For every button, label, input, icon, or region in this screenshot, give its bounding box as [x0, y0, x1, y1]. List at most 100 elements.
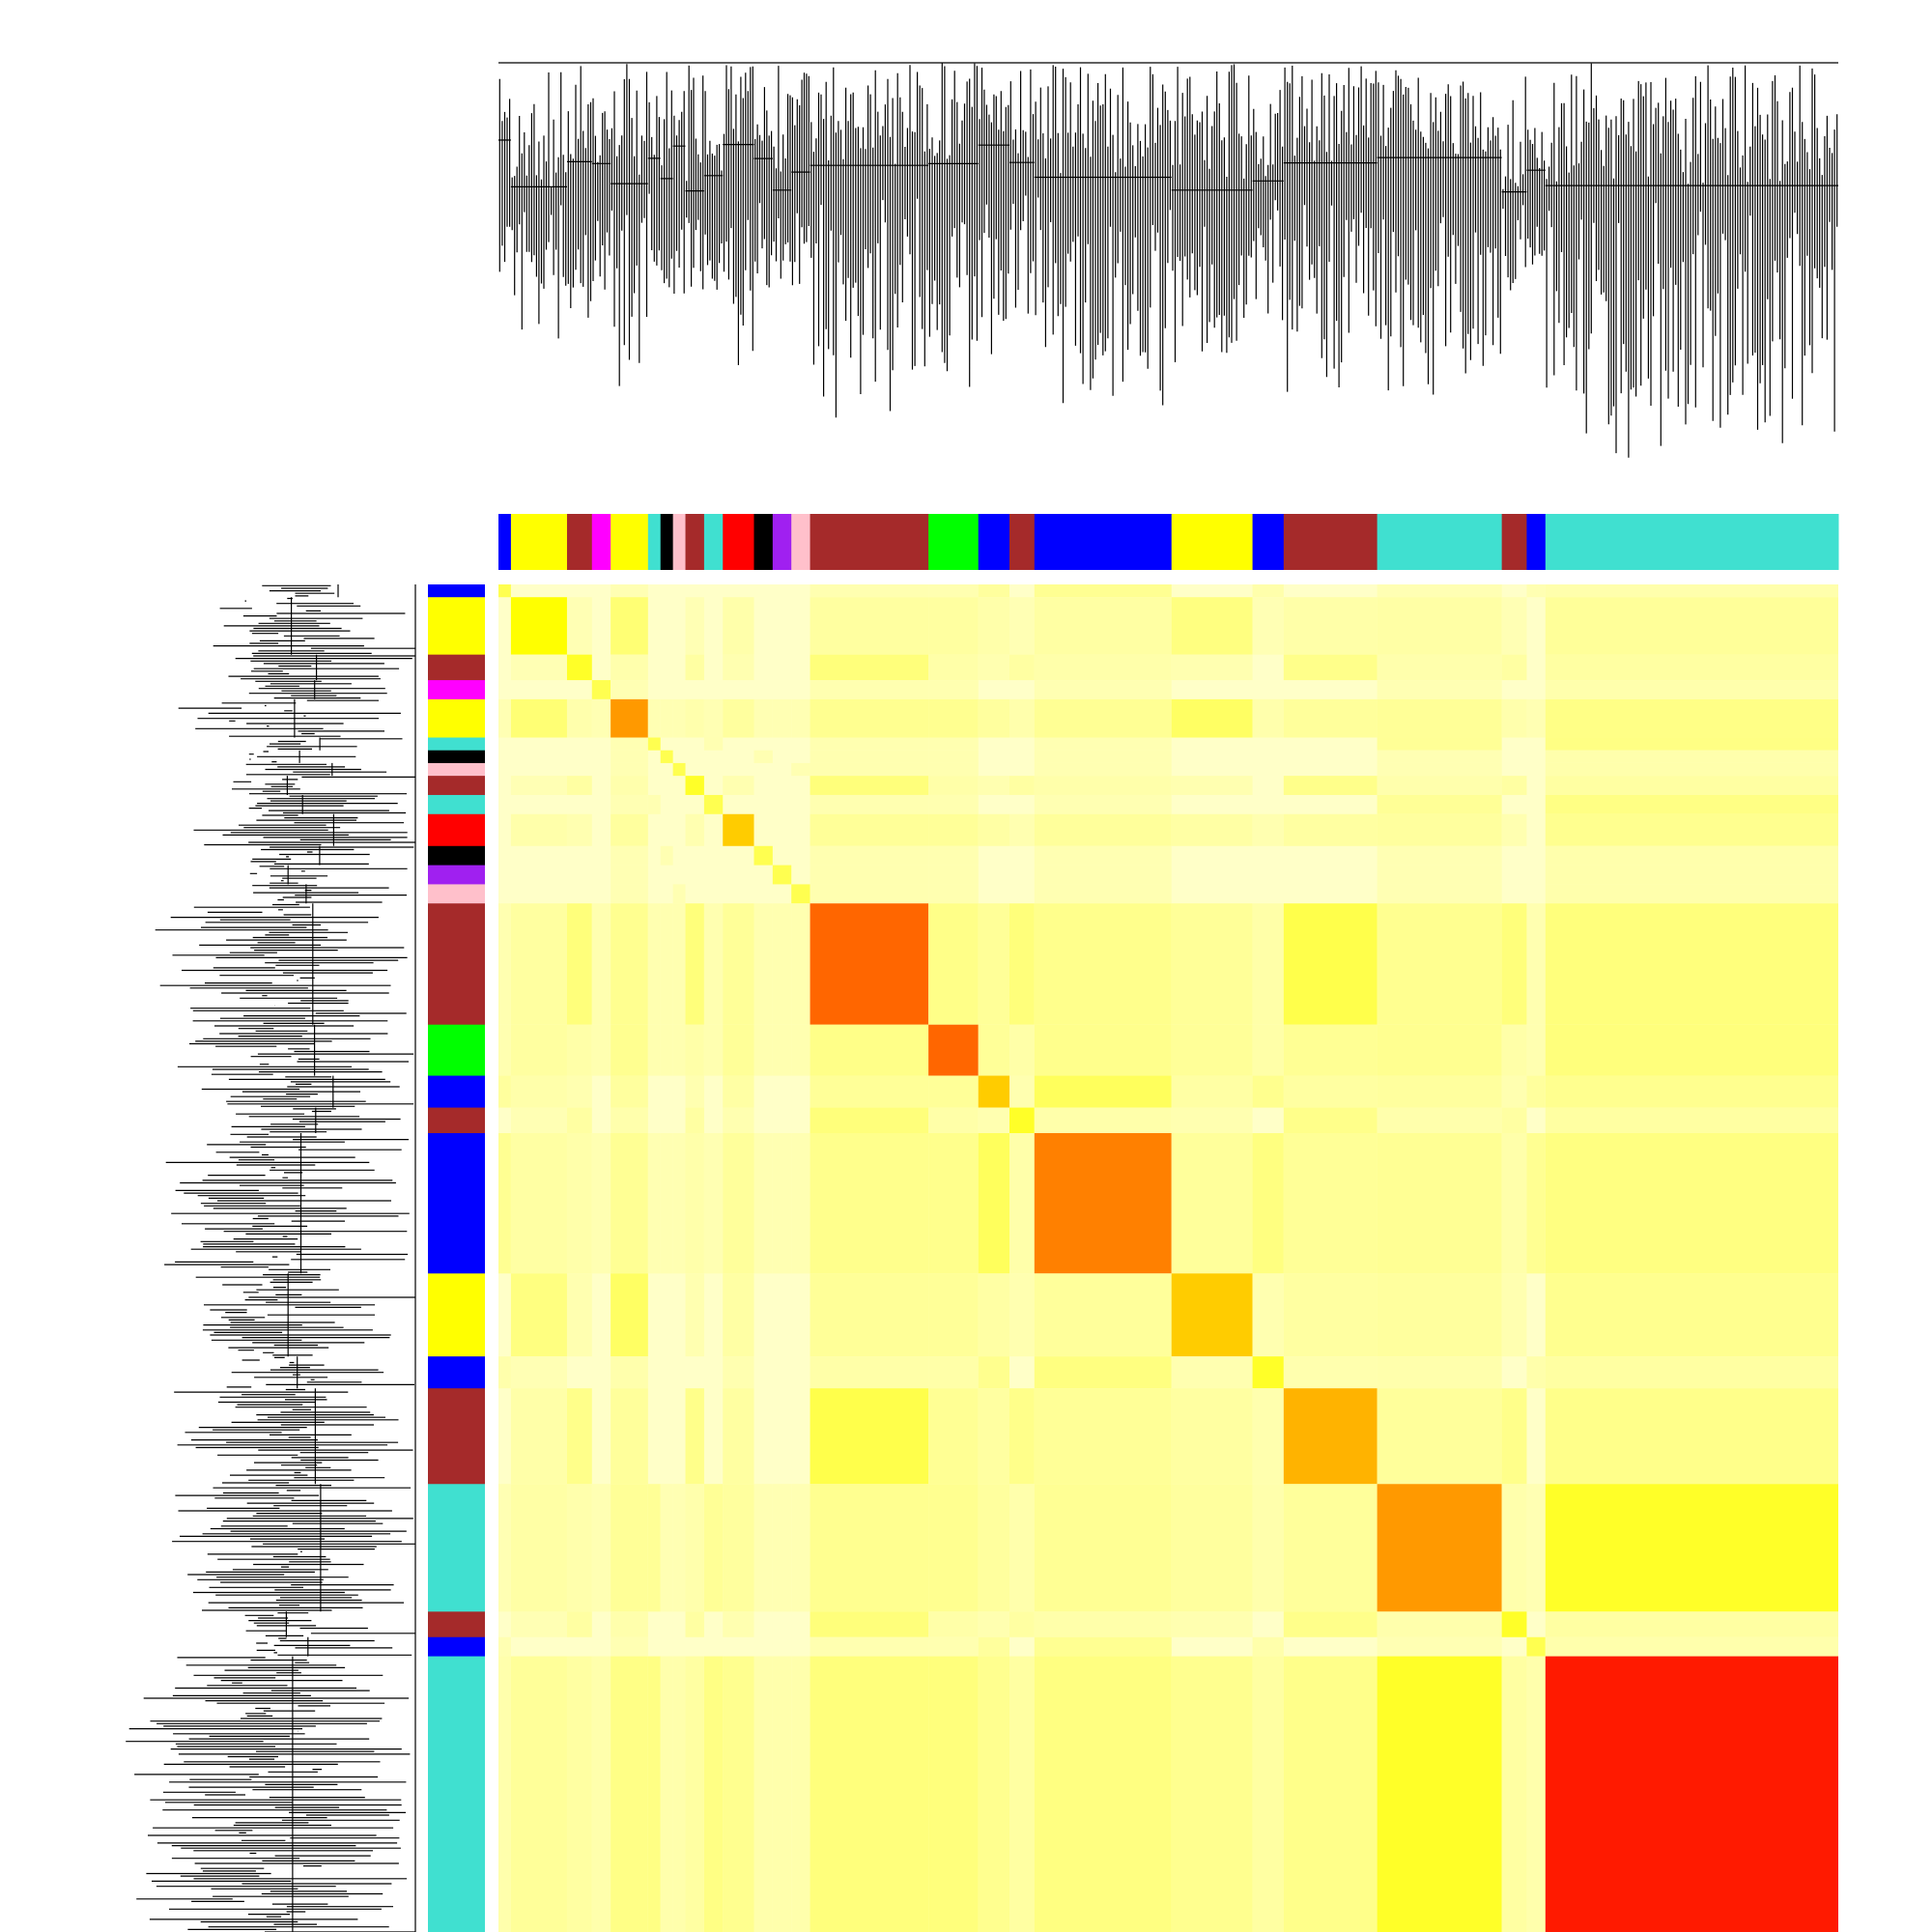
heatmap-cell — [723, 1656, 754, 1932]
heatmap-cell — [611, 1107, 648, 1133]
heatmap-cell — [566, 776, 592, 795]
heatmap-cell — [1171, 654, 1253, 681]
heatmap-cell — [647, 1484, 661, 1612]
heatmap-cell — [1377, 1107, 1502, 1133]
heatmap-cell — [978, 1273, 1009, 1357]
heatmap-cell — [1034, 776, 1172, 795]
heatmap-cell — [672, 698, 686, 738]
heatmap-cell — [1283, 1611, 1378, 1637]
module-color-top — [1252, 514, 1285, 570]
heatmap-cell — [566, 654, 592, 681]
heatmap-cell — [1283, 1273, 1378, 1357]
heatmap-cell — [611, 584, 648, 598]
heatmap-cell — [1252, 903, 1284, 1025]
heatmap-cell — [723, 1611, 754, 1637]
heatmap-cell — [928, 698, 979, 738]
heatmap-cell — [660, 750, 673, 763]
heatmap-cell — [1283, 597, 1378, 655]
heatmap-cell — [1034, 1107, 1172, 1133]
module-color-top — [510, 514, 568, 570]
heatmap-cell — [672, 1656, 686, 1932]
heatmap-cell — [1252, 1656, 1284, 1932]
heatmap-cell — [1283, 654, 1378, 681]
heatmap-cell — [1009, 1656, 1035, 1932]
heatmap-cell — [611, 654, 648, 681]
module-color-top — [791, 514, 811, 570]
heatmap-cell — [1526, 584, 1546, 598]
heatmap-cell — [1377, 1636, 1502, 1657]
module-color-left — [428, 698, 485, 739]
heatmap-cell — [1034, 884, 1172, 904]
heatmap-cell — [611, 1656, 648, 1932]
heatmap-cell — [703, 737, 724, 751]
heatmap-cell — [1034, 865, 1172, 885]
heatmap-cell — [647, 1656, 661, 1932]
heatmap-cell — [1545, 1611, 1838, 1637]
heatmap-cell — [1009, 654, 1035, 681]
heatmap-cell — [1377, 1656, 1502, 1932]
heatmap-cell — [498, 1356, 511, 1389]
heatmap-cell — [1545, 1356, 1838, 1389]
heatmap-cell — [928, 1484, 979, 1612]
heatmap-cell — [1545, 903, 1838, 1025]
heatmap-cell — [928, 794, 979, 814]
heatmap-cell — [1377, 1075, 1502, 1108]
heatmap-cell — [928, 1024, 979, 1076]
heatmap-cell — [591, 1484, 611, 1612]
module-color-left — [428, 1484, 485, 1612]
heatmap-cell — [1501, 1024, 1527, 1076]
heatmap-cell — [1545, 1636, 1838, 1657]
heatmap-cell — [1034, 698, 1172, 738]
heatmap-cell — [1501, 597, 1527, 655]
heatmap-cell — [1501, 1388, 1527, 1485]
heatmap-cell — [611, 1356, 648, 1389]
module-color-top — [978, 514, 1010, 570]
heatmap-cell — [1545, 1273, 1838, 1357]
heatmap-cell — [647, 698, 661, 738]
heatmap-cell — [810, 813, 929, 846]
module-color-top — [566, 514, 593, 570]
heatmap-cell — [723, 1133, 754, 1274]
heatmap-cell — [928, 750, 979, 763]
heatmap-cell — [611, 865, 648, 885]
heatmap-cell — [1545, 737, 1838, 751]
heatmap-cell — [928, 776, 979, 795]
heatmap-cell — [1283, 1075, 1378, 1108]
heatmap-cell — [1009, 1611, 1035, 1637]
heatmap-cell — [611, 1133, 648, 1274]
heatmap-cell — [510, 1133, 567, 1274]
heatmap-cell — [1545, 698, 1838, 738]
heatmap-cell — [1545, 845, 1838, 866]
heatmap-cell — [510, 813, 567, 846]
heatmap-cell — [1377, 903, 1502, 1025]
heatmap-cell — [1034, 654, 1172, 681]
heatmap-cell — [1377, 1024, 1502, 1076]
heatmap-cell — [672, 884, 686, 904]
module-color-top — [810, 514, 929, 570]
heatmap-cell — [772, 1024, 792, 1076]
heatmap-cell — [1171, 1388, 1253, 1485]
heatmap-cell — [810, 1611, 929, 1637]
heatmap-cell — [1252, 1356, 1284, 1389]
heatmap-cell — [1377, 750, 1502, 763]
heatmap-cell — [1377, 794, 1502, 814]
module-color-left — [428, 845, 485, 867]
heatmap-cell — [978, 654, 1009, 681]
heatmap-cell — [1377, 654, 1502, 681]
heatmap-cell — [611, 845, 648, 866]
heatmap-cell — [510, 1273, 567, 1357]
heatmap-cell — [1377, 1133, 1502, 1274]
heatmap-cell — [810, 1024, 929, 1076]
heatmap-cell — [611, 776, 648, 795]
heatmap-cell — [1545, 813, 1838, 846]
heatmap-cell — [810, 1273, 929, 1357]
heatmap-cell — [1526, 1656, 1546, 1932]
heatmap-cell — [1283, 1656, 1378, 1932]
module-color-top — [1034, 514, 1173, 570]
heatmap-cell — [1171, 597, 1253, 655]
top-dendrogram — [498, 62, 1838, 458]
module-color-left — [428, 903, 485, 1026]
heatmap-cell — [611, 1075, 648, 1108]
heatmap-cell — [510, 1107, 567, 1133]
heatmap-cell — [1034, 1075, 1172, 1108]
